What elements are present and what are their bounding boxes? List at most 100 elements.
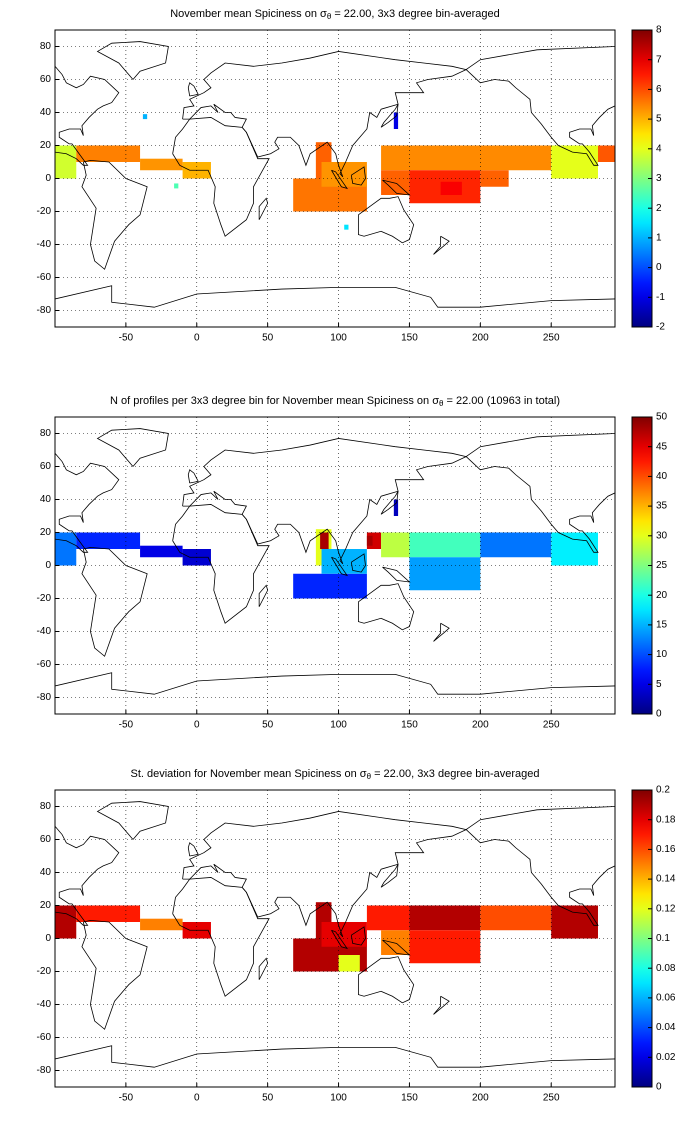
- data-cell: [55, 532, 77, 566]
- y-tick-label: 40: [40, 867, 52, 878]
- x-tick-label: 200: [472, 1093, 489, 1104]
- data-cell: [409, 905, 481, 931]
- x-tick-label: 150: [401, 333, 418, 344]
- data-cell: [551, 532, 598, 566]
- title-subscript: θ: [367, 772, 372, 781]
- coastline: [96, 428, 169, 467]
- coastline: [182, 51, 468, 178]
- data-cell: [76, 145, 141, 162]
- coastline: [55, 672, 615, 695]
- coastline: [465, 806, 615, 830]
- coastline: [465, 829, 615, 926]
- coastline: [357, 583, 415, 631]
- y-tick-label: 20: [40, 140, 52, 151]
- colorbar-label: 35: [656, 501, 668, 512]
- data-cell: [597, 145, 615, 162]
- colorbar-label: 0.14: [656, 874, 676, 885]
- y-tick-label: 80: [40, 801, 52, 812]
- colorbar-label: 4: [656, 143, 662, 154]
- x-tick-label: 250: [543, 333, 560, 344]
- colorbar-label: 10: [656, 649, 668, 660]
- data-cell: [381, 532, 410, 558]
- data-cell: [321, 922, 367, 947]
- coastline: [96, 801, 169, 840]
- axes-frame: [54, 789, 616, 1088]
- y-tick-label: 0: [45, 173, 51, 184]
- coastline: [382, 566, 411, 583]
- map-area: [55, 41, 615, 308]
- colorbar-label: 0.1: [656, 933, 670, 944]
- colorbar-label: 5: [656, 114, 662, 125]
- title-symbol: σ: [320, 8, 327, 20]
- y-tick-label: 40: [40, 494, 52, 505]
- x-tick-label: 250: [543, 1093, 560, 1104]
- colorbar-label: 0: [656, 262, 662, 273]
- colorbar-label: 40: [656, 471, 668, 482]
- coastline: [258, 197, 269, 220]
- coastline: [382, 939, 411, 956]
- data-cell: [174, 183, 179, 189]
- colorbar-label: 0.08: [656, 963, 676, 974]
- title-text: St. deviation for November mean Spicines…: [130, 768, 359, 780]
- coastline: [96, 41, 169, 80]
- y-tick-label: 0: [45, 560, 51, 571]
- y-tick-label: 40: [40, 107, 52, 118]
- coastline: [331, 556, 349, 577]
- coastline: [382, 179, 411, 196]
- colorbar-label: 25: [656, 560, 668, 571]
- y-tick-label: 0: [45, 933, 51, 944]
- x-tick-label: -50: [119, 1093, 134, 1104]
- colorbar-label: 6: [656, 84, 662, 95]
- y-tick-label: -80: [37, 1065, 52, 1076]
- data-cell: [409, 532, 481, 558]
- coastline: [465, 456, 615, 553]
- x-tick-label: 50: [262, 720, 274, 731]
- title-text: November mean Spiciness on: [170, 8, 320, 20]
- colorbar-label: 2: [656, 203, 662, 214]
- data-cell: [76, 905, 141, 922]
- data-cell: [320, 532, 329, 549]
- colorbar-label: -2: [656, 322, 665, 333]
- colorbar-label: 5: [656, 679, 662, 690]
- coastline: [380, 864, 399, 888]
- data-cell: [409, 930, 481, 964]
- y-tick-label: -40: [37, 239, 52, 250]
- y-tick-label: -80: [37, 305, 52, 316]
- colorbar-label: 1: [656, 233, 662, 244]
- data-cell: [338, 955, 360, 972]
- x-tick-label: 150: [401, 1093, 418, 1104]
- data-cell: [551, 145, 598, 179]
- title-symbol: σ: [432, 395, 439, 407]
- coastline: [350, 926, 366, 946]
- coastline: [55, 1045, 615, 1068]
- panel-title: November mean Spiciness on σθ = 22.00, 3…: [170, 8, 500, 21]
- title-subscript: θ: [327, 12, 332, 21]
- coastline: [433, 235, 450, 255]
- x-tick-label: 0: [194, 333, 200, 344]
- colorbar-label: 0.04: [656, 1022, 676, 1033]
- panel-title: N of profiles per 3x3 degree bin for Nov…: [110, 395, 560, 408]
- x-tick-label: 150: [401, 720, 418, 731]
- data-cell: [480, 905, 552, 931]
- title-text: = 22.00, 3x3 degree bin-averaged: [331, 8, 500, 20]
- data-cell: [293, 573, 367, 599]
- data-cell: [393, 112, 399, 129]
- y-tick-label: 60: [40, 834, 52, 845]
- data-cell: [55, 145, 77, 179]
- y-tick-label: 20: [40, 900, 52, 911]
- y-tick-label: -20: [37, 966, 52, 977]
- y-tick-label: -80: [37, 692, 52, 703]
- coastline: [81, 919, 148, 1030]
- data-cell: [480, 170, 509, 187]
- map-panel: November mean Spiciness on σθ = 22.00, 3…: [37, 8, 666, 344]
- y-tick-label: -60: [37, 1032, 52, 1043]
- colorbar-label: 30: [656, 530, 668, 541]
- data-cell: [344, 224, 349, 230]
- panel-title: St. deviation for November mean Spicines…: [130, 768, 539, 781]
- coastline: [357, 956, 415, 1004]
- y-tick-label: 20: [40, 527, 52, 538]
- data-cell: [409, 557, 481, 591]
- coastline: [350, 166, 366, 186]
- colorbar-label: 0.2: [656, 785, 670, 796]
